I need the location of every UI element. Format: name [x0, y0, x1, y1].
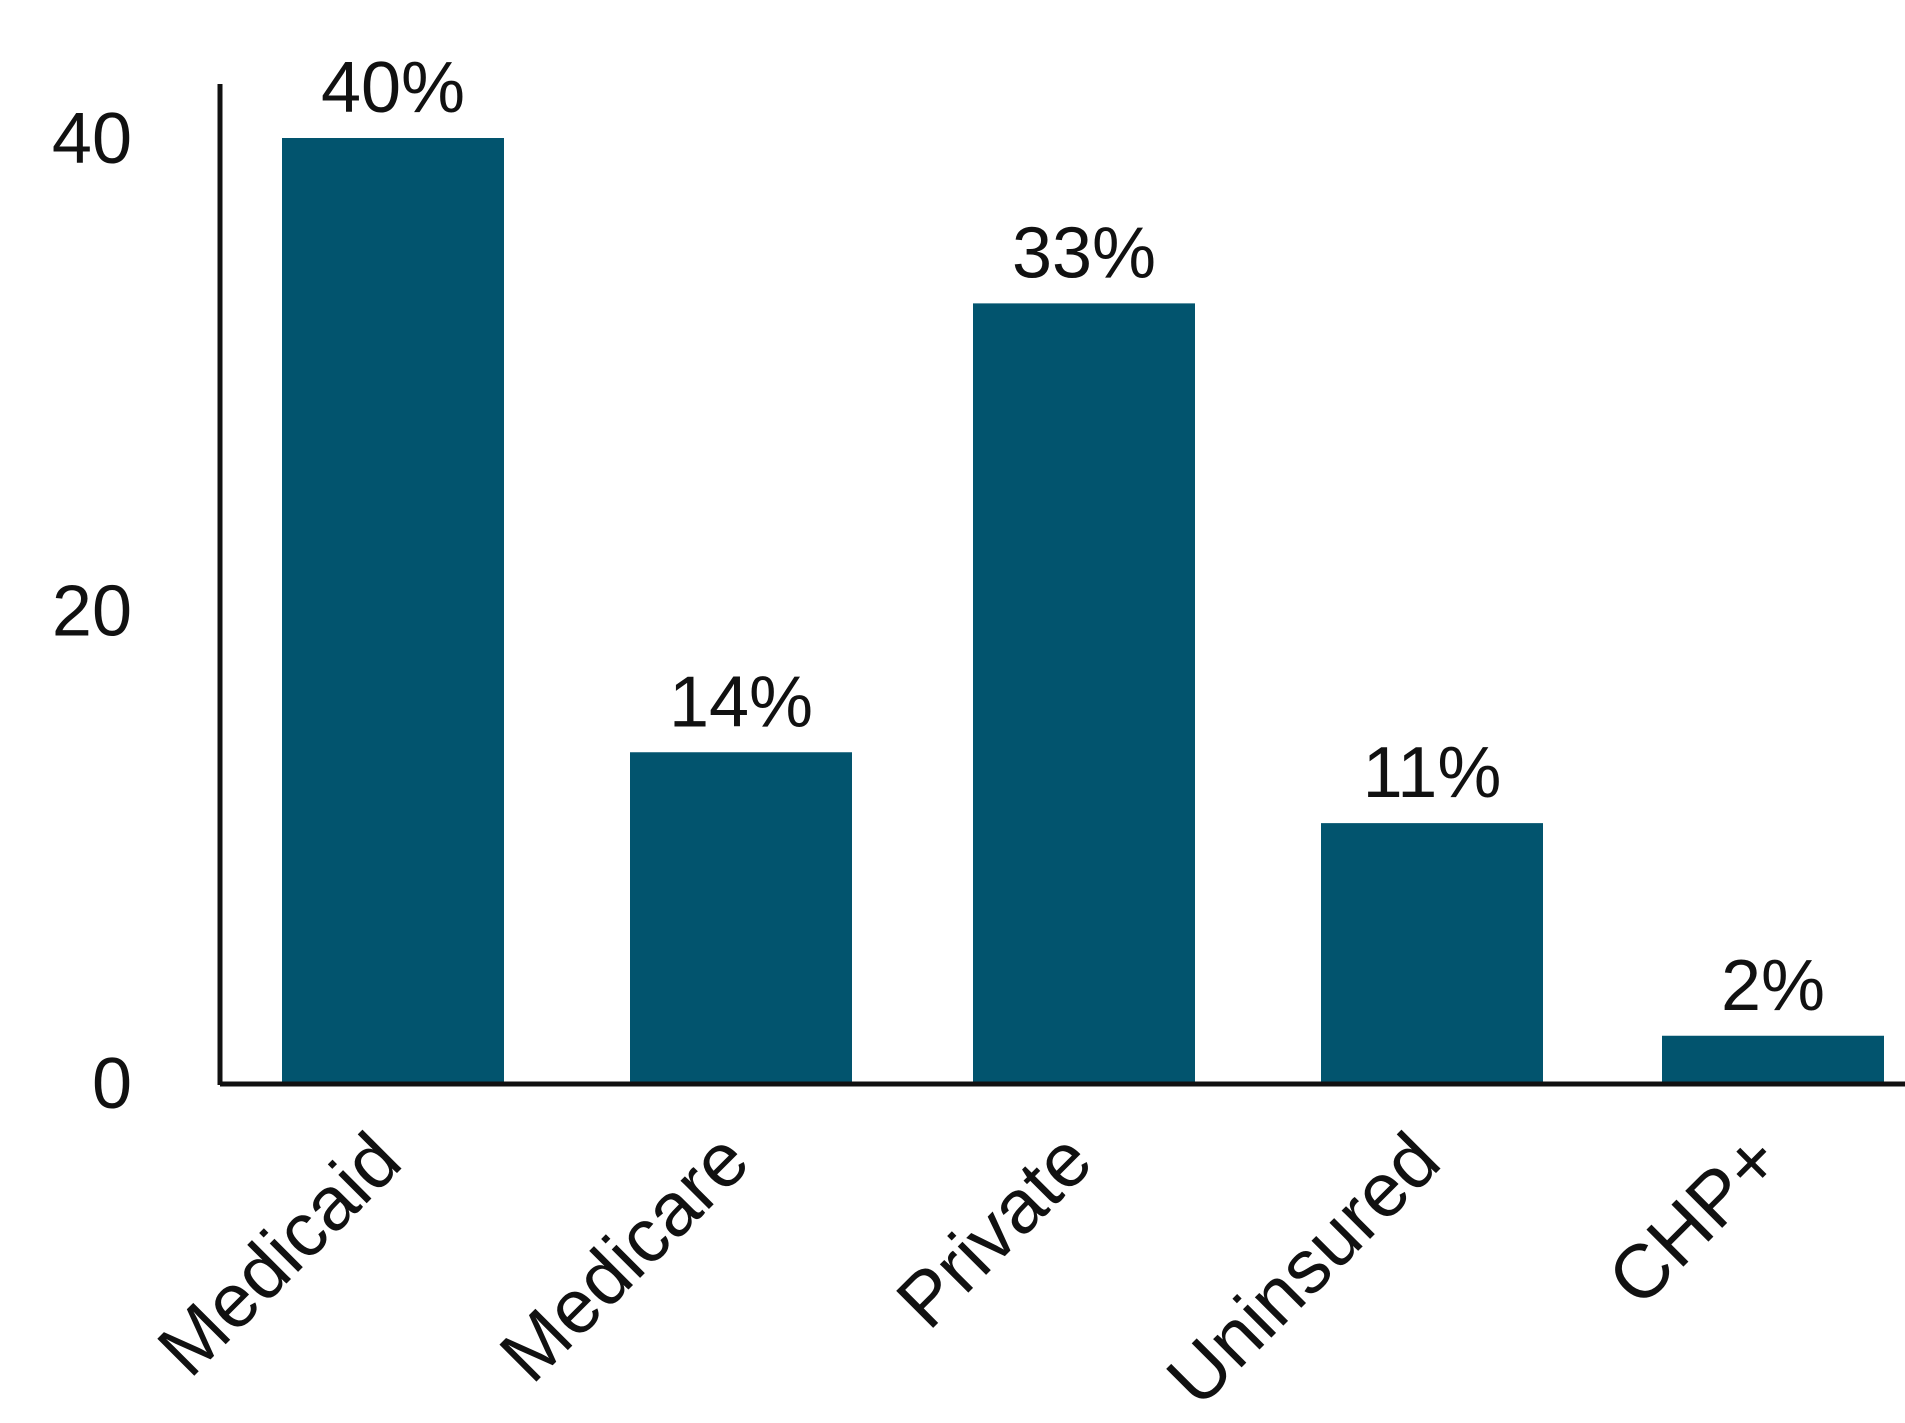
data-label-private: 33% — [1012, 213, 1156, 293]
x-axis-labels: Medicaid Medicare Private Uninsured CHP+ — [142, 1117, 1797, 1422]
data-label-medicaid: 40% — [321, 48, 465, 128]
x-tick-label-medicaid: Medicaid — [142, 1117, 417, 1392]
data-label-medicare: 14% — [669, 662, 813, 742]
y-tick-label-20: 20 — [52, 572, 132, 652]
x-tick-label-uninsured: Uninsured — [1151, 1117, 1456, 1418]
y-axis-ticks: 0 20 40 — [52, 99, 132, 1124]
bar-medicaid — [282, 138, 504, 1083]
x-tick-label-private: Private — [881, 1117, 1108, 1344]
y-tick-label-0: 0 — [92, 1044, 132, 1124]
x-tick-label-medicare: Medicare — [484, 1117, 765, 1398]
bar-medicare — [630, 752, 852, 1083]
bar-chp — [1662, 1035, 1884, 1083]
bar-uninsured — [1321, 823, 1543, 1083]
data-labels-layer: 40% 14% 33% 11% 2% — [321, 48, 1825, 1026]
bar-private — [973, 303, 1195, 1083]
data-label-chp: 2% — [1721, 946, 1825, 1026]
x-tick-label-chp: CHP+ — [1592, 1117, 1797, 1322]
data-label-uninsured: 11% — [1363, 733, 1502, 813]
y-tick-label-40: 40 — [52, 99, 132, 179]
bars-layer — [282, 138, 1884, 1083]
